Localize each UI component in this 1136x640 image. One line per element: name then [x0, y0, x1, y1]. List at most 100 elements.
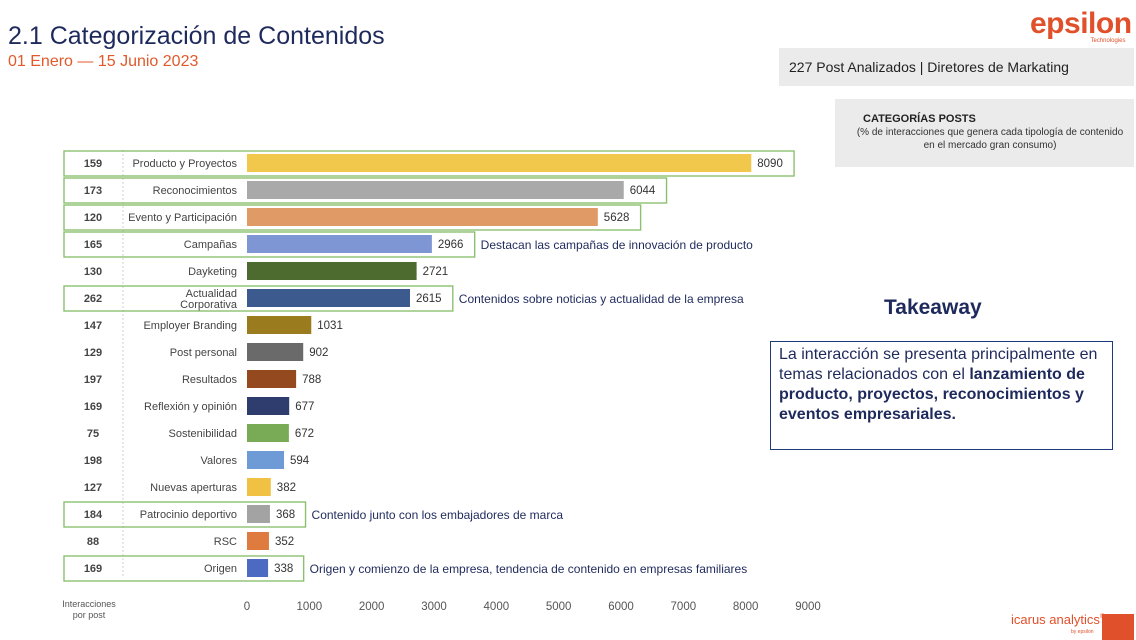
x-tick-label: 4000: [484, 601, 510, 613]
category-label: Origen: [204, 563, 237, 575]
icarus-sub: by epsilon: [1071, 629, 1094, 635]
highlight-frame: [63, 150, 795, 177]
x-tick-label: 1000: [297, 601, 323, 613]
categories-info-box: CATEGORÍAS POSTS (% de interacciones que…: [835, 99, 1134, 167]
value-label: 672: [295, 428, 314, 440]
interactions-per-post: 184: [84, 509, 103, 521]
category-label: Nuevas aperturas: [150, 482, 237, 494]
logo-tagline: Technologies: [1090, 38, 1126, 44]
category-label: Resultados: [182, 374, 238, 386]
x-tick-label: 3000: [421, 601, 447, 613]
interactions-per-post: 129: [84, 347, 102, 359]
posts-analyzed-box: 227 Post Analizados | Diretores de Marka…: [779, 48, 1134, 86]
highlight-frame: [63, 231, 476, 258]
value-label: 382: [277, 482, 296, 494]
value-label: 594: [290, 455, 310, 467]
value-label: 338: [274, 563, 293, 575]
category-label: Actualidad: [186, 288, 237, 300]
bar: [247, 235, 432, 253]
x-tick-label: 0: [244, 601, 250, 613]
bar: [247, 478, 271, 496]
bar: [247, 316, 312, 334]
interactions-per-post: 127: [84, 482, 102, 494]
value-label: 2721: [423, 266, 449, 278]
value-label: 2615: [416, 293, 442, 305]
value-label: 8090: [757, 158, 783, 170]
highlight-frame: [63, 177, 668, 204]
value-label: 352: [275, 536, 294, 548]
axis-note-line2: por post: [73, 610, 106, 620]
interactions-per-post: 75: [87, 428, 99, 440]
interactions-per-post: 147: [84, 320, 102, 332]
x-tick-label: 2000: [359, 601, 385, 613]
category-label: Corporativa: [180, 299, 238, 311]
takeaway-title: Takeaway: [884, 296, 982, 319]
bar: [247, 181, 624, 199]
x-tick-label: 9000: [795, 601, 821, 613]
bar: [247, 424, 289, 442]
annotation: Destacan las campañas de innovación de p…: [481, 238, 754, 252]
bar: [247, 154, 752, 172]
interactions-per-post: 173: [84, 185, 102, 197]
bar: [247, 559, 269, 577]
category-label: Dayketing: [188, 266, 237, 278]
category-label: RSC: [214, 536, 237, 548]
category-label: Valores: [201, 455, 238, 467]
value-label: 6044: [630, 185, 656, 197]
takeaway-box: La interacción se presenta principalment…: [770, 341, 1113, 450]
interactions-per-post: 120: [84, 212, 102, 224]
annotation: Origen y comienzo de la empresa, tendenc…: [310, 562, 748, 576]
page-title: 2.1 Categorización de Contenidos: [8, 22, 385, 50]
interactions-per-post: 197: [84, 374, 102, 386]
takeaway-text: La interacción se presenta principalment…: [779, 346, 1098, 383]
categories-heading: CATEGORÍAS POSTS: [863, 113, 976, 125]
x-tick-label: 6000: [608, 601, 634, 613]
interactions-per-post: 262: [84, 293, 102, 305]
value-label: 677: [295, 401, 314, 413]
axis-note-line1: Interacciones: [62, 599, 116, 609]
category-label: Campañas: [184, 239, 238, 251]
x-tick-label: 7000: [671, 601, 697, 613]
icarus-logo-text: icarus analytics: [1011, 612, 1100, 627]
bar: [247, 262, 417, 280]
value-label: 1031: [317, 320, 343, 332]
category-label: Evento y Participación: [128, 212, 237, 224]
annotation: Contenido junto con los embajadores de m…: [312, 508, 564, 522]
bar: [247, 289, 411, 307]
value-label: 368: [276, 509, 295, 521]
x-tick-label: 5000: [546, 601, 572, 613]
epsilon-logo: epsilon Technologies: [1030, 7, 1132, 45]
brand-square: [1102, 614, 1134, 640]
bar: [247, 208, 598, 226]
interactions-per-post: 169: [84, 401, 102, 413]
bar: [247, 451, 285, 469]
category-label: Producto y Proyectos: [132, 158, 237, 170]
value-label: 2966: [438, 239, 464, 251]
category-label: Reconocimientos: [153, 185, 238, 197]
highlight-frame: [63, 555, 305, 582]
interactions-per-post: 130: [84, 266, 102, 278]
category-label: Sostenibilidad: [169, 428, 238, 440]
categories-description: (% de interacciones que genera cada tipo…: [856, 127, 1124, 151]
icarus-logo: icarus analytics®: [1011, 612, 1105, 627]
takeaway-highlight: lanzamiento de producto, proyectos, reco…: [779, 366, 1085, 423]
interactions-per-post: 169: [84, 563, 102, 575]
logo-wordmark: epsilon: [1030, 7, 1132, 40]
category-label: Reflexión y opinión: [144, 401, 237, 413]
bar: [247, 343, 304, 361]
date-range: 01 Enero — 15 Junio 2023: [8, 53, 199, 70]
interactions-per-post: 198: [84, 455, 102, 467]
bar: [247, 532, 269, 550]
interactions-per-post: 159: [84, 158, 102, 170]
value-label: 902: [309, 347, 328, 359]
bar: [247, 397, 290, 415]
bar: [247, 370, 297, 388]
annotation: Contenidos sobre noticias y actualidad d…: [459, 292, 744, 306]
value-label: 5628: [604, 212, 630, 224]
category-label: Patrocinio deportivo: [140, 509, 237, 521]
interactions-per-post: 165: [84, 239, 102, 251]
category-label: Post personal: [170, 347, 237, 359]
x-tick-label: 8000: [733, 601, 759, 613]
category-label: Employer Branding: [143, 320, 237, 332]
